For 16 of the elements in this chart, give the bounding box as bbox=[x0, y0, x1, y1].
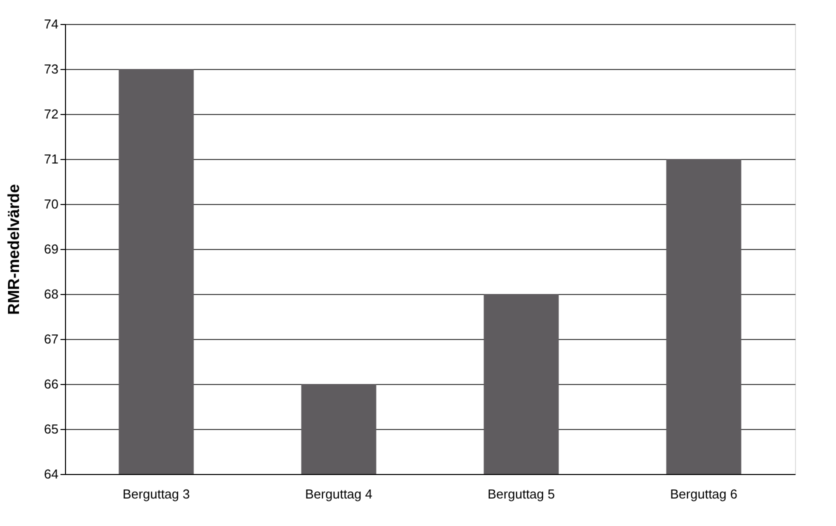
y-tick-label: 73 bbox=[44, 62, 58, 76]
y-axis-title: RMR-medelvärde bbox=[6, 184, 24, 315]
y-tick-label: 65 bbox=[44, 422, 58, 436]
y-tick-label: 74 bbox=[44, 16, 58, 32]
x-tick-label: Berguttag 6 bbox=[670, 486, 738, 502]
x-tick-label: Berguttag 3 bbox=[122, 486, 190, 502]
y-tick-label: 68 bbox=[44, 286, 58, 302]
y-tick-label: 67 bbox=[44, 332, 58, 346]
y-tick-label: 66 bbox=[44, 376, 58, 392]
y-tick-label: 64 bbox=[44, 466, 58, 482]
y-tick-label: 72 bbox=[44, 106, 58, 122]
x-tick-label: Berguttag 4 bbox=[305, 486, 372, 502]
y-tick-label: 70 bbox=[44, 196, 58, 212]
y-tick-label: 71 bbox=[44, 152, 58, 166]
y-tick-label: 69 bbox=[44, 242, 58, 256]
x-tick-label: Berguttag 5 bbox=[488, 486, 555, 502]
